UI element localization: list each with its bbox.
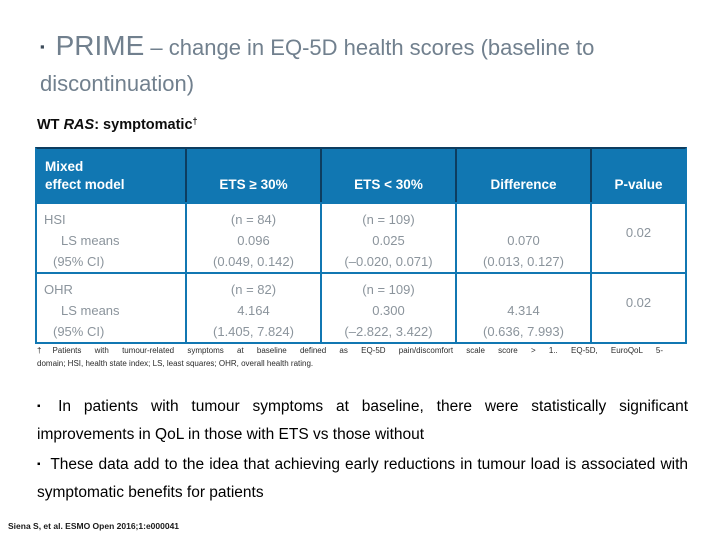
slide-title: ▪ PRIME – change in EQ-5D health scores (… (40, 28, 680, 102)
title-brand: PRIME (55, 30, 145, 61)
bullet-text: In patients with tumour symptoms at base… (37, 398, 688, 443)
caption-dagger: † (192, 116, 198, 126)
cell-ci: (0.049, 0.142) (213, 254, 294, 269)
cell-hsi-ets-lt: (n = 109) 0.025 (–0.020, 0.071) (320, 202, 455, 272)
column-header-model: Mixed effect model (37, 149, 185, 202)
cell-p-value: 0.02 (625, 225, 652, 240)
table-row-hsi: HSI LS means (95% CI) (n = 84) 0.096 (0.… (37, 202, 685, 272)
caption-ras: RAS (63, 117, 95, 133)
citation: Siena S, et al. ESMO Open 2016;1:e000041 (8, 521, 180, 531)
cell-n: (n = 82) (230, 282, 277, 297)
cell-ci: (1.405, 7.824) (213, 324, 294, 339)
row-label-line: (95% CI) (53, 254, 105, 269)
cell-value: 0.025 (372, 233, 405, 248)
footnote-line: †Patients with tumour-related symptoms a… (37, 346, 663, 355)
caption-wt: WT (37, 117, 64, 133)
bullet-point-2: ▪ These data add to the idea that achievi… (37, 451, 688, 506)
cell-hsi-p-value: 0.02 (590, 202, 685, 272)
cell-n: (n = 109) (362, 212, 415, 227)
cell-value: 0.096 (237, 233, 270, 248)
cell-ci: (0.013, 0.127) (483, 254, 564, 269)
cell-ohr-ets-lt: (n = 109) 0.300 (–2.822, 3.422) (320, 272, 455, 342)
column-header-ets-ge: ETS ≥ 30% (185, 149, 320, 202)
cell-n: (n = 109) (362, 282, 415, 297)
cell-ohr-p-value: 0.02 (590, 272, 685, 342)
footnote-line: domain; HSI, health state index; LS, lea… (37, 359, 314, 368)
cell-hsi-difference: 0.070 (0.013, 0.127) (455, 202, 590, 272)
row-label-line: (95% CI) (53, 324, 105, 339)
table-caption: WT RAS: symptomatic† (37, 116, 198, 133)
table-row-ohr: OHR LS means (95% CI) (n = 82) 4.164 (1.… (37, 272, 685, 342)
cell-ohr-label: OHR LS means (95% CI) (37, 272, 185, 342)
title-bullet-marker: ▪ (40, 39, 45, 54)
cell-hsi-ets-ge: (n = 84) 0.096 (0.049, 0.142) (185, 202, 320, 272)
row-label-line: OHR (44, 282, 73, 297)
column-header-p-value: P-value (590, 149, 685, 202)
cell-value: 4.164 (237, 303, 270, 318)
cell-spacer (457, 279, 590, 300)
cell-hsi-label: HSI LS means (95% CI) (37, 202, 185, 272)
title-text: – change in EQ-5D health scores (baselin… (40, 35, 595, 96)
column-header-ets-lt: ETS < 30% (320, 149, 455, 202)
bullet-marker: ▪ (37, 459, 42, 470)
cell-ci: (0.636, 7.993) (483, 324, 564, 339)
header-row: Mixed effect model ETS ≥ 30% ETS < 30% D… (37, 149, 685, 202)
results-table: Mixed effect model ETS ≥ 30% ETS < 30% D… (35, 147, 687, 344)
footnote: †Patients with tumour-related symptoms a… (37, 344, 663, 370)
cell-spacer (457, 209, 590, 230)
bullet-text: These data add to the idea that achievin… (37, 456, 689, 501)
cell-n: (n = 84) (230, 212, 277, 227)
bullet-marker: ▪ (37, 401, 50, 412)
cell-value: 0.300 (372, 303, 405, 318)
bullet-point-1: ▪ In patients with tumour symptoms at bas… (37, 393, 688, 448)
caption-rest: : symptomatic (94, 117, 193, 133)
cell-p-value: 0.02 (625, 295, 652, 310)
row-label-line: HSI (44, 212, 66, 227)
row-label-line: LS means (61, 233, 120, 248)
cell-ci: (–0.020, 0.071) (344, 254, 433, 269)
cell-ci: (–2.822, 3.422) (344, 324, 433, 339)
column-header-difference: Difference (455, 149, 590, 202)
row-label-line: LS means (61, 303, 120, 318)
cell-value: 0.070 (507, 233, 540, 248)
cell-ohr-difference: 4.314 (0.636, 7.993) (455, 272, 590, 342)
cell-ohr-ets-ge: (n = 82) 4.164 (1.405, 7.824) (185, 272, 320, 342)
cell-value: 4.314 (507, 303, 540, 318)
